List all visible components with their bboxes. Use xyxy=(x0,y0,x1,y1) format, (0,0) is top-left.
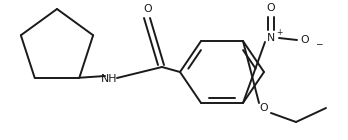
Text: O: O xyxy=(260,103,268,113)
Text: O: O xyxy=(144,4,152,14)
Text: O: O xyxy=(267,3,275,13)
Text: NH: NH xyxy=(101,74,117,84)
Text: O: O xyxy=(301,35,309,45)
Text: N: N xyxy=(267,33,275,43)
Text: +: + xyxy=(276,27,282,37)
Text: −: − xyxy=(315,39,323,48)
